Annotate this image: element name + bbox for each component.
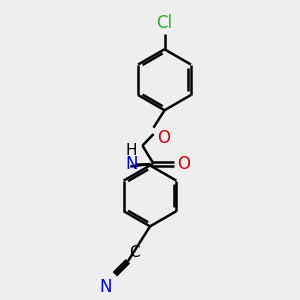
Text: Cl: Cl — [157, 14, 172, 32]
Text: N: N — [125, 155, 138, 173]
Text: H: H — [126, 143, 137, 158]
Text: C: C — [129, 245, 140, 260]
Text: N: N — [99, 278, 111, 296]
Text: O: O — [177, 155, 190, 173]
Text: O: O — [157, 129, 170, 147]
